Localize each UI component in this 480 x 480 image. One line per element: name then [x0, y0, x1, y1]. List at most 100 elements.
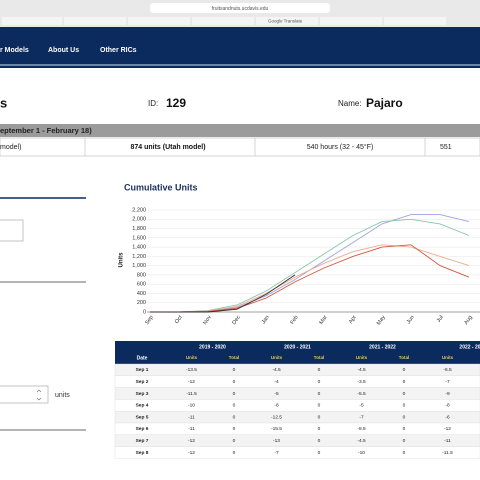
table-row: [114, 422, 480, 436]
table-cell: Sep 8: [136, 450, 149, 456]
table-cell: -4.5: [357, 438, 366, 444]
table-cell: -8: [274, 403, 279, 409]
summary-cell: 540 hours (32 - 45°F): [307, 143, 374, 151]
summary-cell: model): [0, 144, 21, 151]
nav-link[interactable]: Other RICs: [100, 47, 137, 54]
table-cell: 0: [318, 414, 321, 420]
table-cell: -7: [359, 414, 364, 420]
column-header: 2021 - 2022: [369, 344, 396, 350]
url: fruitsandnuts.ucdavis.edu: [212, 6, 269, 12]
sub-header: Total: [314, 355, 324, 360]
table-row: [114, 446, 480, 459]
table-cell: -7: [445, 379, 450, 385]
y-tick-label: 1,000: [132, 263, 146, 269]
table-cell: 0: [403, 426, 406, 432]
x-tick-label: Nov: [202, 314, 213, 326]
table-cell: Sep 2: [136, 379, 149, 385]
table-cell: 0: [403, 391, 406, 397]
summary-cell: 551: [440, 144, 452, 151]
nav-divider: [0, 66, 480, 68]
table-cell: 0: [318, 438, 321, 444]
table-cell: -6: [445, 414, 450, 420]
y-tick-label: 1,800: [132, 226, 146, 232]
table-cell: 0: [318, 391, 321, 397]
table-cell: -9: [445, 391, 450, 397]
table-cell: 0: [403, 450, 406, 456]
table-cell: -12: [188, 450, 195, 456]
table-cell: -10: [188, 403, 195, 409]
series-line: [150, 244, 470, 313]
table-cell: 0: [318, 367, 321, 373]
table-cell: 0: [403, 367, 406, 373]
tab[interactable]: [256, 17, 318, 25]
y-tick-label: 1,600: [132, 235, 146, 241]
sub-header: Units: [356, 355, 368, 360]
table-cell: 0: [318, 450, 321, 456]
tab[interactable]: [2, 17, 62, 25]
y-tick-label: 800: [137, 272, 146, 278]
table-cell: Sep 7: [136, 438, 149, 444]
nav-link[interactable]: About Us: [48, 47, 79, 54]
address-bar[interactable]: [150, 3, 330, 13]
sub-header: Total: [399, 355, 409, 360]
table-cell: Sep 1: [136, 367, 149, 373]
y-tick-label: 1,200: [132, 254, 146, 260]
table-row: [114, 434, 480, 447]
table-cell: 0: [403, 438, 406, 444]
table-cell: 0: [233, 426, 236, 432]
table-cell: -12: [444, 426, 451, 432]
y-axis-label: Units: [119, 252, 125, 268]
x-tick-label: Dec: [231, 314, 242, 326]
table-cell: -6.5: [443, 367, 452, 373]
series-line: [150, 274, 296, 313]
table-cell: 0: [403, 414, 406, 420]
table-cell: 0: [403, 379, 406, 385]
x-tick-label: Sep: [144, 315, 155, 326]
series-line: [150, 244, 470, 313]
tab[interactable]: [128, 17, 190, 25]
summary-cell: 874 units (Utah model): [130, 144, 205, 151]
table-cell: -11.5: [442, 450, 453, 456]
table-cell: 0: [233, 367, 236, 373]
table-cell: 0: [318, 426, 321, 432]
table-row: [114, 375, 480, 388]
text-input[interactable]: [0, 219, 24, 242]
table-cell: Sep 4: [136, 403, 149, 409]
table-cell: -10: [358, 450, 365, 456]
x-tick-label: Aug: [463, 315, 474, 326]
nav-bar: [0, 27, 480, 64]
x-tick-label: May: [376, 314, 387, 326]
table-cell: 0: [318, 379, 321, 385]
id-label: ID:: [148, 99, 158, 108]
spinner[interactable]: [36, 389, 42, 401]
tab[interactable]: [192, 17, 254, 25]
table-cell: Sep 5: [136, 414, 149, 420]
table-cell: -11: [444, 438, 451, 444]
nav-link[interactable]: r Models: [0, 47, 29, 54]
y-tick-label: 2,000: [132, 217, 146, 223]
table-cell: -5: [274, 391, 279, 397]
table-cell: -15.5: [271, 426, 282, 432]
chart: 0 200 400 600 800 1,000 1,200 1,400 1,600 1,800 2,…: [132, 207, 480, 326]
tab[interactable]: [320, 17, 382, 25]
column-header: 2019 - 2020: [199, 344, 226, 350]
tab-title: Google Translate: [268, 19, 303, 24]
table-cell: 0: [233, 450, 236, 456]
x-tick-label: Jun: [406, 315, 416, 326]
table-header: [115, 341, 480, 364]
x-tick-label: Mar: [318, 314, 328, 325]
tab[interactable]: [64, 17, 126, 25]
table-cell: -11: [188, 426, 195, 432]
unit-label: units: [55, 392, 70, 399]
name-value: Pajaro: [366, 96, 403, 110]
y-tick-label: 2,200: [132, 207, 146, 213]
number-input[interactable]: [0, 385, 49, 404]
y-tick-label: 400: [137, 291, 146, 297]
sub-header: Units: [442, 355, 454, 360]
y-tick-label: 600: [137, 282, 146, 288]
table-cell: -5.5: [357, 391, 366, 397]
table-cell: -12.5: [271, 414, 282, 420]
column-header: 2020 - 2021: [284, 344, 311, 350]
tab[interactable]: [384, 17, 446, 25]
